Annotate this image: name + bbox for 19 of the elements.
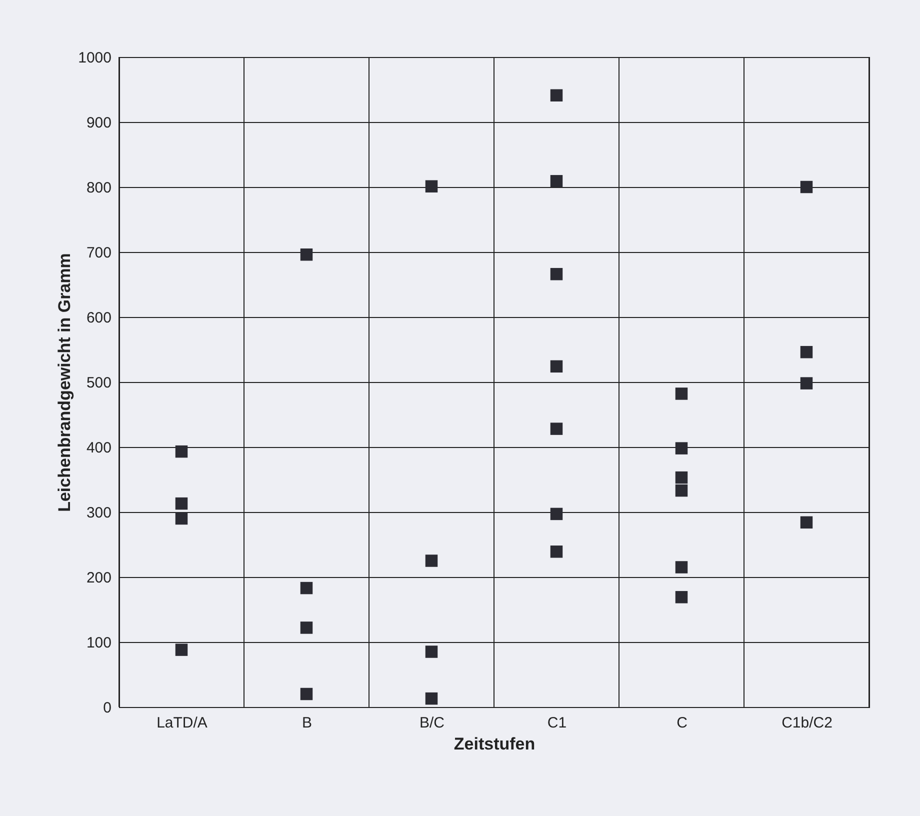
- y-tick-label: 500: [86, 374, 112, 392]
- x-axis-title: Zeitstufen: [454, 734, 536, 754]
- y-tick-label: 600: [86, 310, 112, 326]
- y-tick-label: 300: [86, 504, 112, 522]
- y-tick-label: 100: [86, 634, 112, 652]
- y-tick-label: 900: [86, 114, 112, 132]
- y-tick-label: 400: [86, 440, 112, 456]
- y-tick-label: 1000: [78, 50, 112, 66]
- y-tick-label: 800: [86, 180, 112, 196]
- x-tick-label: C1b/C2: [782, 714, 832, 732]
- x-tick-label: B: [302, 714, 312, 732]
- y-tick-label: 700: [86, 244, 112, 262]
- y-axis-title: Leichenbrandgewicht in Gramm: [55, 253, 74, 512]
- y-tick-label: 0: [103, 700, 112, 716]
- x-tick-label: C1: [547, 714, 567, 732]
- x-tick-label: B/C: [419, 714, 445, 732]
- y-tick-label: 200: [86, 570, 112, 586]
- x-tick-label: C: [676, 714, 688, 732]
- x-tick-label: LaTD/A: [156, 714, 208, 732]
